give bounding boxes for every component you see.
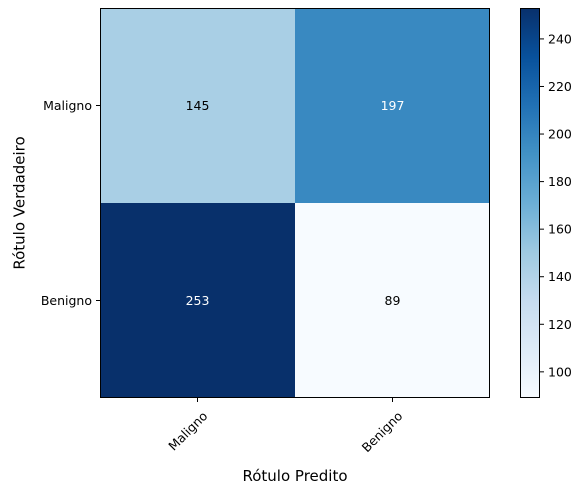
x-axis: Maligno Benigno <box>165 398 405 455</box>
colorbar-tick-label: 160 <box>548 222 572 237</box>
heatmap-cell-1-2 <box>295 8 490 203</box>
colorbar-tick-label: 240 <box>548 31 572 46</box>
colorbar-tick-label: 200 <box>548 127 572 142</box>
y-tick-label: Benigno <box>41 293 92 308</box>
x-tick-label: Benigno <box>359 408 406 455</box>
y-axis-title: Rótulo Verdadeiro <box>11 136 29 269</box>
cell-value-label: 145 <box>186 98 210 113</box>
colorbar-tick-label: 220 <box>548 79 572 94</box>
x-tick-label: Maligno <box>165 408 210 453</box>
colorbar-tick-label: 140 <box>548 269 572 284</box>
heatmap-cell-2-1 <box>100 203 295 398</box>
colorbar-tick-label: 180 <box>548 174 572 189</box>
colorbar-tick-label: 120 <box>548 317 572 332</box>
y-tick-label: Maligno <box>43 98 92 113</box>
heatmap-cell-2-2 <box>295 203 490 398</box>
colorbar-tick-label: 100 <box>548 364 572 379</box>
x-axis-title: Rótulo Predito <box>242 467 347 485</box>
colorbar-frame <box>520 8 540 398</box>
cell-value-label: 197 <box>381 98 405 113</box>
colorbar-gradient <box>520 8 540 398</box>
heatmap-cells-layer <box>100 8 490 398</box>
cell-value-label: 89 <box>385 293 401 308</box>
cell-value-labels-layer: 145 197 253 89 <box>186 98 405 308</box>
heatmap-cell-1-1 <box>100 8 295 203</box>
y-axis: Maligno Benigno <box>41 98 100 308</box>
colorbar: 100 120 140 160 180 200 220 240 <box>520 8 572 398</box>
cell-value-label: 253 <box>186 293 210 308</box>
plot-frame <box>100 8 490 398</box>
